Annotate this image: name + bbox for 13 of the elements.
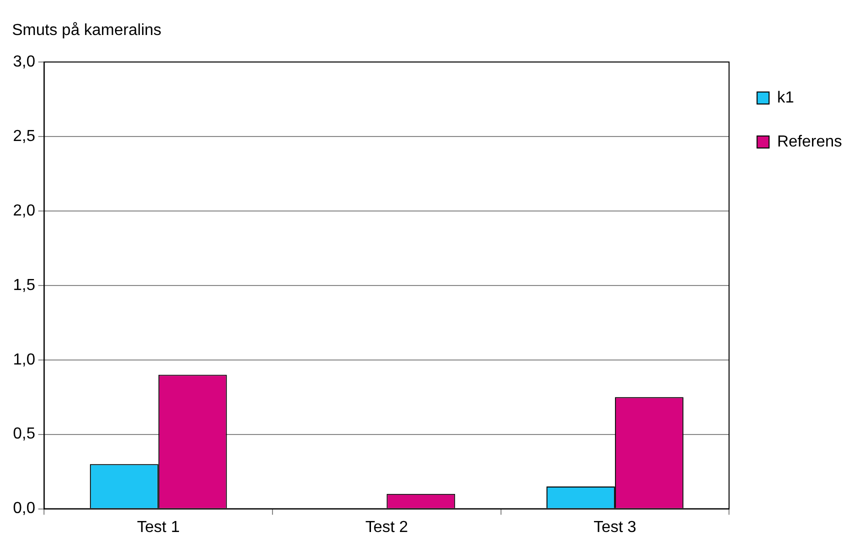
legend-label: k1: [777, 89, 794, 106]
x-tick-label: Test 2: [365, 518, 408, 536]
y-tick-label: 3,0: [12, 53, 36, 70]
chart-title: Smuts på kameralins: [12, 22, 162, 40]
y-tick-label: 2,5: [12, 128, 36, 145]
x-tick-label: Test 3: [594, 518, 636, 536]
y-tick-label: 0,5: [12, 426, 36, 443]
legend-label: Referens: [777, 133, 842, 150]
y-tick-label: 1,0: [12, 351, 36, 368]
x-tick-label: Test 1: [137, 518, 180, 536]
y-tick-label: 2,0: [12, 202, 36, 220]
y-tick-label: 1,5: [12, 276, 36, 294]
y-tick-label: 0,0: [12, 500, 36, 518]
